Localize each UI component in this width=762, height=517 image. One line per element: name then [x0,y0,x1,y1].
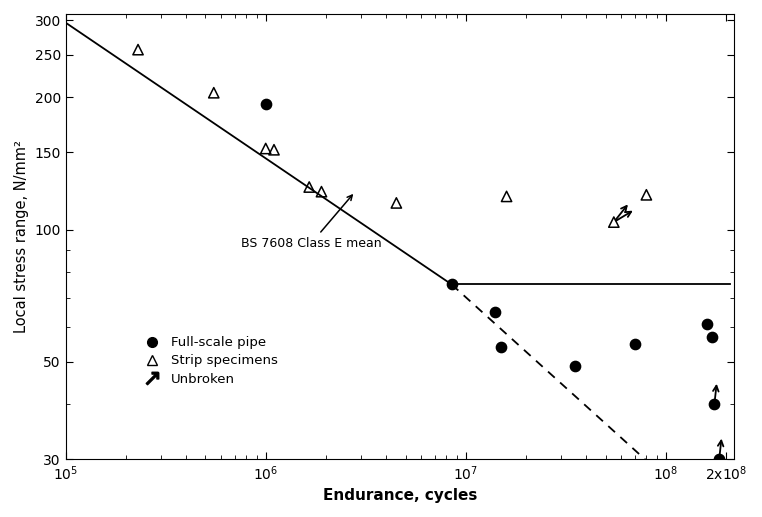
Point [608,218,620,226]
Point [713,455,725,463]
Point [709,400,721,408]
Point [706,332,718,341]
Point [315,188,328,196]
Y-axis label: Local stress range, N/mm²: Local stress range, N/mm² [14,140,29,333]
Point [629,339,641,347]
Point [390,199,402,207]
Point [132,45,144,54]
Point [260,144,272,153]
Point [700,320,712,328]
Point [268,146,280,154]
X-axis label: Endurance, cycles: Endurance, cycles [323,488,477,503]
Point [495,343,507,351]
Point [640,191,652,199]
Point [208,88,220,97]
Point [501,192,513,201]
Point [303,183,315,191]
Point [489,308,501,316]
Legend: Full-scale pipe, Strip specimens, Unbroken: Full-scale pipe, Strip specimens, Unbrok… [139,336,277,386]
Point [260,100,272,109]
Text: BS 7608 Class E mean: BS 7608 Class E mean [241,195,381,250]
Point [568,361,581,370]
Point [446,280,458,288]
